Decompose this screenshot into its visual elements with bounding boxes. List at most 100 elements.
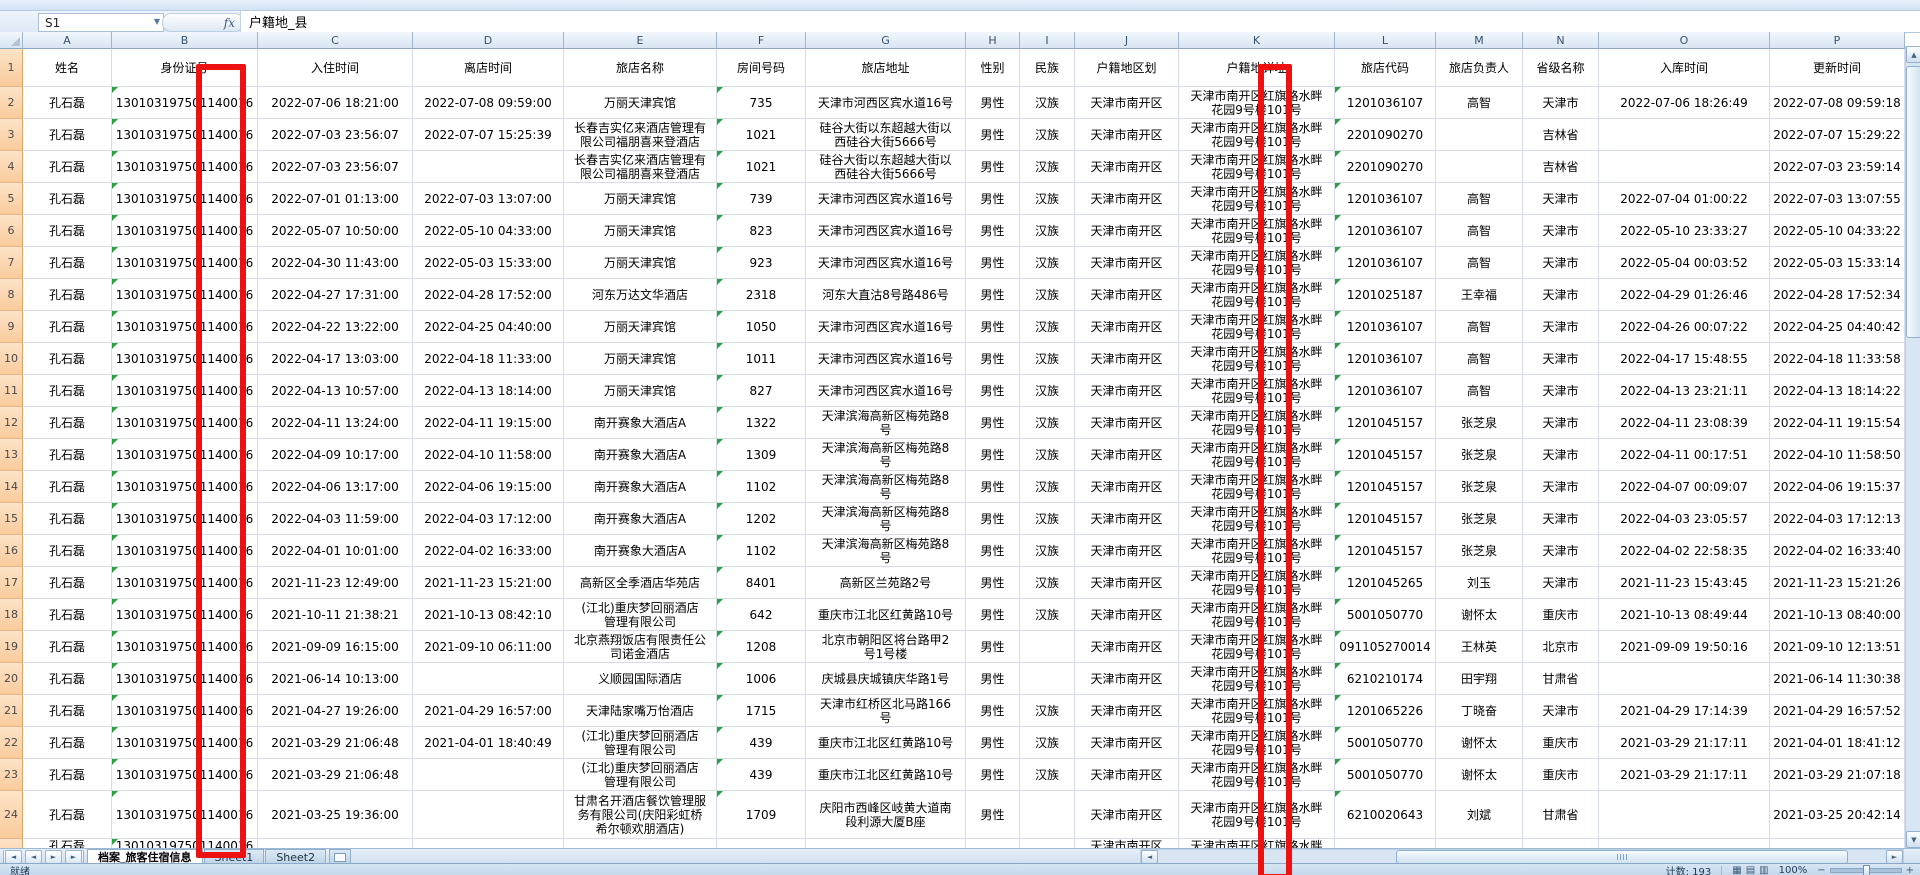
cell-B25[interactable]: 130103197501140016 — [112, 839, 258, 848]
cell-H17[interactable]: 男性 — [966, 567, 1020, 599]
cell-D15[interactable]: 2022-04-03 17:12:00 — [413, 503, 564, 535]
row-header-6[interactable]: 6 — [0, 215, 23, 247]
cell-I6[interactable]: 汉族 — [1020, 215, 1075, 247]
cell-A3[interactable]: 孔石磊 — [23, 119, 112, 151]
cell-H2[interactable]: 男性 — [966, 87, 1020, 119]
cell-I7[interactable]: 汉族 — [1020, 247, 1075, 279]
column-header-K[interactable]: K — [1179, 32, 1335, 49]
cell-P3[interactable]: 2022-07-07 15:29:22 — [1770, 119, 1905, 151]
cell-O7[interactable]: 2022-05-04 00:03:52 — [1599, 247, 1770, 279]
cell-L8[interactable]: 1201025187 — [1335, 279, 1436, 311]
cell-H23[interactable]: 男性 — [966, 759, 1020, 791]
cell-C5[interactable]: 2022-07-01 01:13:00 — [258, 183, 413, 215]
cell-K3[interactable]: 天津市南开区红旗路水畔 花园9号楼101号 — [1179, 119, 1335, 151]
cell-C14[interactable]: 2022-04-06 13:17:00 — [258, 471, 413, 503]
cell-C3[interactable]: 2022-07-03 23:56:07 — [258, 119, 413, 151]
cell-P2[interactable]: 2022-07-08 09:59:18 — [1770, 87, 1905, 119]
cell-C11[interactable]: 2022-04-13 10:57:00 — [258, 375, 413, 407]
cell-D22[interactable]: 2021-04-01 18:40:49 — [413, 727, 564, 759]
cell-O4[interactable] — [1599, 151, 1770, 183]
cell-M15[interactable]: 张芝泉 — [1436, 503, 1523, 535]
cell-H14[interactable]: 男性 — [966, 471, 1020, 503]
cell-L23[interactable]: 5001050770 — [1335, 759, 1436, 791]
cell-M1[interactable]: 旅店负责人 — [1436, 49, 1523, 87]
row-header-4[interactable]: 4 — [0, 151, 23, 183]
cell-C1[interactable]: 入住时间 — [258, 49, 413, 87]
cell-J10[interactable]: 天津市南开区 — [1075, 343, 1179, 375]
cell-J16[interactable]: 天津市南开区 — [1075, 535, 1179, 567]
row-header-22[interactable]: 22 — [0, 727, 23, 759]
cell-L12[interactable]: 1201045157 — [1335, 407, 1436, 439]
cell-P13[interactable]: 2022-04-10 11:58:50 — [1770, 439, 1905, 471]
cell-J22[interactable]: 天津市南开区 — [1075, 727, 1179, 759]
column-header-D[interactable]: D — [413, 32, 564, 49]
cell-N22[interactable]: 重庆市 — [1523, 727, 1599, 759]
row-header-13[interactable]: 13 — [0, 439, 23, 471]
cell-M20[interactable]: 田宇翔 — [1436, 663, 1523, 695]
cell-N18[interactable]: 重庆市 — [1523, 599, 1599, 631]
cell-G11[interactable]: 天津市河西区宾水道16号 — [806, 375, 966, 407]
cell-G8[interactable]: 河东大直沽8号路486号 — [806, 279, 966, 311]
cell-E6[interactable]: 万丽天津宾馆 — [564, 215, 717, 247]
cell-P22[interactable]: 2021-04-01 18:41:12 — [1770, 727, 1905, 759]
tab-last-icon[interactable]: ► — [65, 849, 84, 864]
cell-K2[interactable]: 天津市南开区红旗路水畔 花园9号楼101号 — [1179, 87, 1335, 119]
cell-D24[interactable] — [413, 791, 564, 839]
cell-L9[interactable]: 1201036107 — [1335, 311, 1436, 343]
cell-M18[interactable]: 谢怀太 — [1436, 599, 1523, 631]
zoom-level-label[interactable]: 100% — [1778, 864, 1808, 875]
cell-D12[interactable]: 2022-04-11 19:15:00 — [413, 407, 564, 439]
cell-N8[interactable]: 天津市 — [1523, 279, 1599, 311]
column-header-N[interactable]: N — [1523, 32, 1599, 49]
vertical-scrollbar[interactable]: ▲ ▼ — [1905, 46, 1920, 848]
cell-B17[interactable]: 130103197501140016 — [112, 567, 258, 599]
cell-G10[interactable]: 天津市河西区宾水道16号 — [806, 343, 966, 375]
cell-E2[interactable]: 万丽天津宾馆 — [564, 87, 717, 119]
cell-C18[interactable]: 2021-10-11 21:38:21 — [258, 599, 413, 631]
cell-F1[interactable]: 房间号码 — [717, 49, 806, 87]
cell-M10[interactable]: 高智 — [1436, 343, 1523, 375]
cell-N13[interactable]: 天津市 — [1523, 439, 1599, 471]
cell-E14[interactable]: 南开赛象大酒店A — [564, 471, 717, 503]
cell-N2[interactable]: 天津市 — [1523, 87, 1599, 119]
cell-H16[interactable]: 男性 — [966, 535, 1020, 567]
cell-F4[interactable]: 1021 — [717, 151, 806, 183]
cell-I9[interactable]: 汉族 — [1020, 311, 1075, 343]
cell-E21[interactable]: 天津陆家嘴万怡酒店 — [564, 695, 717, 727]
cell-B9[interactable]: 130103197501140016 — [112, 311, 258, 343]
cell-G18[interactable]: 重庆市江北区红黄路10号 — [806, 599, 966, 631]
cell-A19[interactable]: 孔石磊 — [23, 631, 112, 663]
cell-O17[interactable]: 2021-11-23 15:43:45 — [1599, 567, 1770, 599]
row-header-8[interactable]: 8 — [0, 279, 23, 311]
cell-B16[interactable]: 130103197501140016 — [112, 535, 258, 567]
cell-G22[interactable]: 重庆市江北区红黄路10号 — [806, 727, 966, 759]
cell-J19[interactable]: 天津市南开区 — [1075, 631, 1179, 663]
cell-H24[interactable]: 男性 — [966, 791, 1020, 839]
cell-G20[interactable]: 庆城县庆城镇庆华路1号 — [806, 663, 966, 695]
cell-E5[interactable]: 万丽天津宾馆 — [564, 183, 717, 215]
cell-L22[interactable]: 5001050770 — [1335, 727, 1436, 759]
cell-J18[interactable]: 天津市南开区 — [1075, 599, 1179, 631]
cell-H15[interactable]: 男性 — [966, 503, 1020, 535]
tab-next-icon[interactable]: ► — [45, 849, 62, 864]
zoom-out-icon[interactable]: − — [1817, 864, 1826, 875]
cell-D23[interactable] — [413, 759, 564, 791]
cell-L19[interactable]: 091105270014 — [1335, 631, 1436, 663]
cell-B4[interactable]: 130103197501140016 — [112, 151, 258, 183]
cell-F7[interactable]: 923 — [717, 247, 806, 279]
cell-J25[interactable]: 天津市南开区 — [1075, 839, 1179, 848]
cell-E7[interactable]: 万丽天津宾馆 — [564, 247, 717, 279]
cell-A8[interactable]: 孔石磊 — [23, 279, 112, 311]
cell-A20[interactable]: 孔石磊 — [23, 663, 112, 695]
cell-G3[interactable]: 硅谷大街以东超越大街以 西硅谷大街5666号 — [806, 119, 966, 151]
cell-J4[interactable]: 天津市南开区 — [1075, 151, 1179, 183]
cell-B21[interactable]: 130103197501140016 — [112, 695, 258, 727]
cell-F16[interactable]: 1102 — [717, 535, 806, 567]
cell-A7[interactable]: 孔石磊 — [23, 247, 112, 279]
row-header-20[interactable]: 20 — [0, 663, 23, 695]
cell-G1[interactable]: 旅店地址 — [806, 49, 966, 87]
cell-G9[interactable]: 天津市河西区宾水道16号 — [806, 311, 966, 343]
cell-H12[interactable]: 男性 — [966, 407, 1020, 439]
column-header-C[interactable]: C — [258, 32, 413, 49]
cell-C12[interactable]: 2022-04-11 13:24:00 — [258, 407, 413, 439]
